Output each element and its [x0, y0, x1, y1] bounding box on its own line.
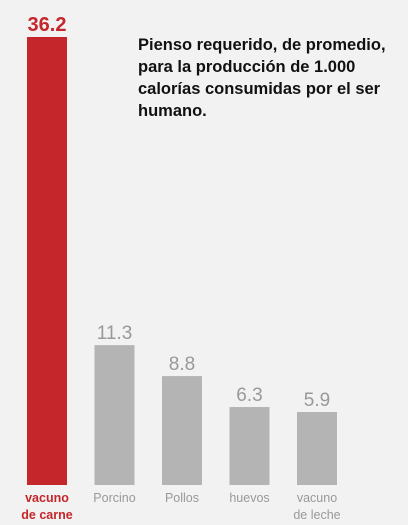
category-label-4-line-1: huevos: [229, 491, 269, 505]
bar-1: [27, 37, 67, 485]
chart-annotation: Pienso requerido, de promedio, para la p…: [138, 36, 386, 120]
value-label-2: 11.3: [97, 323, 133, 344]
category-label-1-line-2: de carne: [21, 508, 72, 522]
category-label-2-line-1: Porcino: [93, 491, 135, 505]
category-label-1-line-1: vacuno: [25, 491, 69, 505]
value-label-5: 5.9: [304, 390, 330, 411]
value-label-1: 36.2: [28, 14, 67, 36]
bar-2: [94, 345, 135, 485]
category-label-5-line-2: de leche: [293, 508, 340, 522]
category-label-5-line-1: vacuno: [297, 491, 337, 505]
category-label-3-line-1: Pollos: [165, 491, 199, 505]
bar-5: [297, 411, 337, 485]
value-label-3: 8.8: [169, 354, 195, 375]
bar-4: [229, 407, 270, 485]
bar-3: [162, 376, 202, 485]
value-label-4: 6.3: [236, 385, 262, 406]
